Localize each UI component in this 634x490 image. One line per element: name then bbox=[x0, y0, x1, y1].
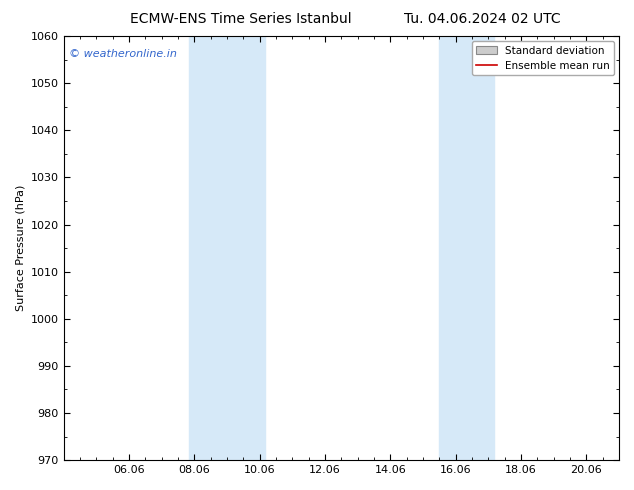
Legend: Standard deviation, Ensemble mean run: Standard deviation, Ensemble mean run bbox=[472, 41, 614, 75]
Bar bbox=[439, 36, 494, 460]
Bar bbox=[189, 36, 265, 460]
Text: Tu. 04.06.2024 02 UTC: Tu. 04.06.2024 02 UTC bbox=[403, 12, 560, 26]
Text: ECMW-ENS Time Series Istanbul: ECMW-ENS Time Series Istanbul bbox=[130, 12, 352, 26]
Y-axis label: Surface Pressure (hPa): Surface Pressure (hPa) bbox=[15, 185, 25, 311]
Text: © weatheronline.in: © weatheronline.in bbox=[69, 49, 177, 59]
